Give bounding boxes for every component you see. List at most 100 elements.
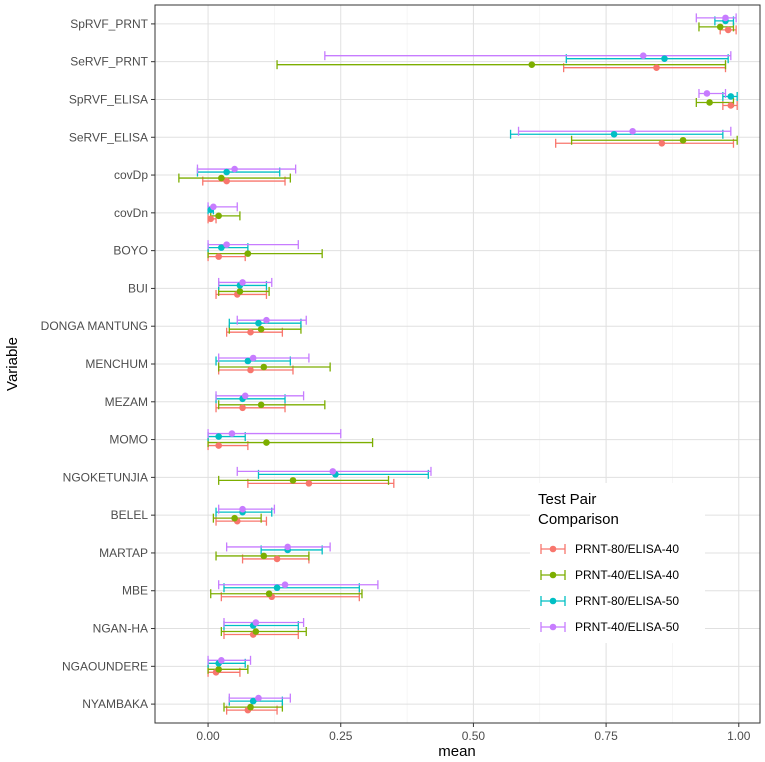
mean-point xyxy=(223,177,230,185)
points-layer xyxy=(207,14,735,714)
legend-item: PRNT-40/ELISA-40 xyxy=(540,568,679,582)
mean-point xyxy=(305,480,313,487)
y-axis-title: Variable xyxy=(4,337,21,391)
errorbar-layer xyxy=(178,13,738,715)
mean-point xyxy=(289,477,297,484)
legend-key-point xyxy=(549,571,557,579)
x-tick-label: 0.50 xyxy=(462,729,486,743)
mean-point xyxy=(727,102,735,109)
mean-point xyxy=(223,241,230,248)
legend-items: PRNT-80/ELISA-40 PRNT-40/ELISA-40 PRNT-80/… xyxy=(540,542,679,634)
legend-background xyxy=(530,483,705,643)
mean-point xyxy=(706,99,713,106)
mean-point xyxy=(260,363,268,371)
y-tick-label: SeRVF_PRNT xyxy=(70,55,148,69)
mean-point xyxy=(239,404,246,412)
x-axis-title: mean xyxy=(438,743,476,760)
y-tick-label: NGAOUNDERE xyxy=(62,659,148,673)
x-tick-label: 1.00 xyxy=(727,729,751,743)
mean-point xyxy=(257,401,265,409)
mean-point xyxy=(257,325,265,333)
mean-point xyxy=(273,555,281,563)
grid-layer xyxy=(155,5,760,723)
mean-point xyxy=(207,215,215,223)
mean-point xyxy=(727,93,735,100)
mean-point xyxy=(661,55,668,62)
x-tick-label: 0.25 xyxy=(329,729,353,743)
mean-point xyxy=(260,552,268,560)
legend: Test Pair Comparison PRNT-80/ELISA-40PRN… xyxy=(530,483,705,643)
legend-label: PRNT-40/ELISA-50 xyxy=(575,620,679,634)
legend-item: PRNT-80/ELISA-40 xyxy=(540,542,679,556)
mean-point xyxy=(244,357,252,365)
mean-point xyxy=(528,61,536,68)
y-tick-label: MEZAM xyxy=(105,395,148,409)
y-tick-label: MBE xyxy=(122,584,148,598)
mean-point xyxy=(639,52,647,59)
y-axis: SpRVF_PRNT SeRVF_PRNT SpRVF_ELISA SeRVF_ELI… xyxy=(41,17,155,711)
mean-point xyxy=(679,136,687,144)
mean-point xyxy=(263,316,270,324)
y-tick-label: SpRVF_ELISA xyxy=(69,92,148,106)
mean-point xyxy=(722,14,729,22)
legend-label: PRNT-80/ELISA-50 xyxy=(575,594,679,608)
mean-point xyxy=(218,657,225,664)
mean-point xyxy=(247,328,254,336)
mean-point xyxy=(239,279,246,286)
mean-point xyxy=(241,392,249,400)
mean-point xyxy=(658,139,666,147)
mean-point xyxy=(249,697,257,705)
y-tick-label: BELEL xyxy=(111,508,149,522)
y-tick-label: NGAN-HA xyxy=(93,622,148,636)
legend-key-point xyxy=(549,545,557,553)
y-tick-label: BUI xyxy=(128,281,148,295)
x-tick-label: 0.75 xyxy=(594,729,618,743)
y-tick-label: NGOKETUNJIA xyxy=(63,470,148,484)
y-tick-label: MARTAP xyxy=(99,546,148,560)
mean-point xyxy=(239,505,246,513)
x-tick-label: 0.00 xyxy=(196,729,220,743)
mean-point xyxy=(218,174,225,182)
mean-point xyxy=(255,319,262,327)
y-tick-label: NYAMBAKA xyxy=(82,697,148,711)
x-axis: 0.00 0.25 0.50 0.75 1.00 xyxy=(196,723,751,743)
mean-point xyxy=(653,64,660,71)
mean-point xyxy=(610,130,618,138)
y-tick-label: MOMO xyxy=(109,433,148,447)
mean-point xyxy=(210,203,217,211)
mean-point xyxy=(703,90,711,97)
mean-point xyxy=(228,430,236,437)
mean-point xyxy=(244,250,252,257)
mean-point xyxy=(247,366,254,374)
mean-point xyxy=(284,543,291,551)
mean-point xyxy=(273,584,281,592)
y-tick-label: covDp xyxy=(114,168,148,182)
mean-point xyxy=(265,590,273,598)
mean-point xyxy=(236,288,244,295)
mean-point xyxy=(223,168,230,176)
legend-title-line-2: Comparison xyxy=(538,511,619,528)
mean-point xyxy=(247,703,254,711)
mean-point xyxy=(249,354,257,362)
y-tick-label: DONGA MANTUNG xyxy=(41,319,148,333)
mean-point xyxy=(255,694,262,702)
y-tick-label: covDn xyxy=(114,206,148,220)
legend-key-point xyxy=(549,623,557,631)
y-tick-label: SeRVF_ELISA xyxy=(69,130,148,144)
legend-label: PRNT-40/ELISA-40 xyxy=(575,568,679,582)
mean-point xyxy=(724,26,732,34)
mean-point xyxy=(629,127,636,135)
y-tick-label: BOYO xyxy=(113,244,148,258)
mean-point xyxy=(231,165,238,173)
mean-point xyxy=(252,619,260,626)
legend-label: PRNT-80/ELISA-40 xyxy=(575,542,679,556)
mean-point xyxy=(263,439,270,446)
mean-point xyxy=(215,212,222,220)
y-tick-label: MENCHUM xyxy=(85,357,148,371)
mean-point xyxy=(329,468,337,475)
y-tick-label: SpRVF_PRNT xyxy=(70,17,148,31)
legend-title-line-1: Test Pair xyxy=(538,491,596,508)
mean-point xyxy=(215,666,222,673)
mean-point xyxy=(215,433,222,440)
mean-point xyxy=(215,253,222,260)
